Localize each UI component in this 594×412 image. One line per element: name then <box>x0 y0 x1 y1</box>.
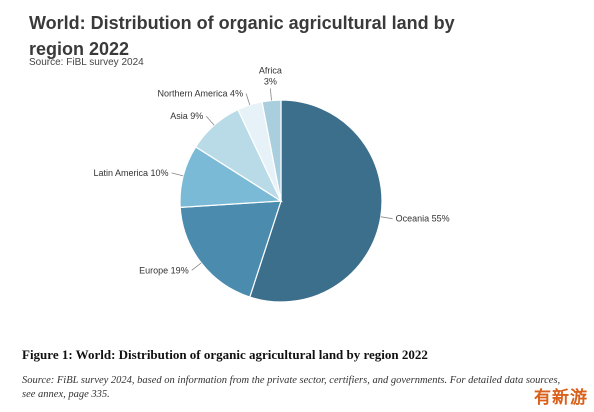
slice-label-europe: Europe 19% <box>139 265 189 275</box>
figure-caption: Figure 1: World: Distribution of organic… <box>22 347 428 362</box>
pie-leader-lines <box>171 88 393 271</box>
slice-label-northern-america: Northern America 4% <box>158 89 244 99</box>
chart-source: Source: FiBL survey 2024 <box>29 57 144 68</box>
leader-line-africa <box>269 88 272 101</box>
leader-line-oceania <box>380 216 393 220</box>
pie-slice-oceania <box>249 99 383 303</box>
pie-slice-europe <box>179 200 282 298</box>
pie-labels: Oceania 55% Europe 19% Latin America 10% As… <box>94 66 450 276</box>
leader-line-europe <box>191 262 202 271</box>
slice-label-asia: Asia 9% <box>170 111 203 121</box>
chart-title: World: Distribution of organic agricultu… <box>29 13 455 59</box>
slice-label-oceania: Oceania 55% <box>396 214 450 224</box>
figure-note: Source: FiBL survey 2024, based on infor… <box>22 375 561 400</box>
leader-line-asia <box>205 115 215 126</box>
pie-slices <box>179 99 383 303</box>
watermark-logo: 有新游 <box>534 388 588 408</box>
leader-line-northern-america <box>245 93 251 106</box>
slice-label-africa: Africa 3% <box>259 66 282 87</box>
pie-chart: Oceania 55% Europe 19% Latin America 10% As… <box>94 66 450 303</box>
slice-label-latin-america: Latin America 10% <box>94 168 169 178</box>
leader-line-latin-america <box>171 172 184 177</box>
